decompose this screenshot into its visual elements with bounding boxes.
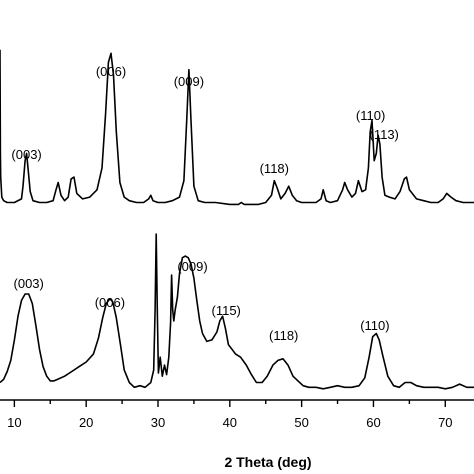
upper-peak-label: (113) (370, 127, 399, 142)
upper-peak-label: (006) (96, 64, 126, 79)
lower-peak-label: (118) (269, 328, 298, 343)
lower-peak-label: (006) (95, 295, 125, 310)
x-tick-label: 30 (151, 415, 165, 430)
x-axis-ticks: 10 20 30 40 50 60 70 (7, 400, 453, 430)
peak-annotations: (003) (006) (009) (118) (110) (113) (003) (006)… (11, 64, 398, 343)
x-tick-label: 10 (7, 415, 21, 430)
x-tick-label: 50 (294, 415, 308, 430)
x-axis-title: 2 Theta (deg) (224, 454, 311, 470)
upper-pattern-line (0, 49, 474, 206)
upper-peak-label: (009) (174, 74, 204, 89)
x-tick-label: 40 (223, 415, 237, 430)
x-tick-label: 70 (438, 415, 452, 430)
lower-peak-label: (009) (177, 259, 207, 274)
lower-pattern-line (0, 233, 474, 390)
upper-peak-label: (118) (260, 161, 289, 176)
upper-peak-label: (003) (11, 147, 41, 162)
upper-pattern (0, 49, 474, 206)
upper-peak-label: (110) (356, 108, 385, 123)
x-tick-label: 60 (366, 415, 380, 430)
lower-peak-label: (115) (212, 303, 241, 318)
x-tick-label: 20 (79, 415, 93, 430)
lower-peak-label: (003) (14, 276, 44, 291)
lower-pattern (0, 233, 474, 390)
lower-peak-label: (110) (360, 318, 389, 333)
